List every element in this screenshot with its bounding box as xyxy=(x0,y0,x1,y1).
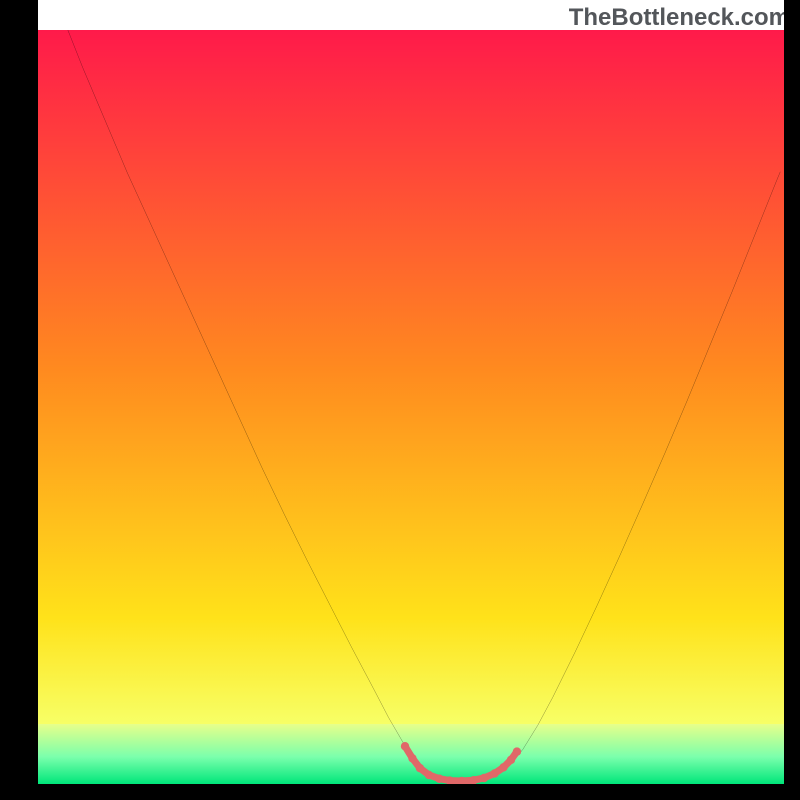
curve-svg xyxy=(38,30,784,784)
highlight-dot xyxy=(490,769,498,777)
highlight-dot xyxy=(507,756,515,764)
highlight-dot xyxy=(401,742,409,750)
main-curve-path xyxy=(68,30,780,781)
highlight-dot xyxy=(408,754,416,762)
bottleneck-chart: TheBottleneck.com xyxy=(0,0,800,800)
highlight-path xyxy=(405,746,517,781)
plot-area xyxy=(38,30,784,784)
highlight-dot xyxy=(513,747,521,755)
frame-border-right xyxy=(784,0,800,800)
frame-border-left xyxy=(0,0,38,800)
highlight-group xyxy=(401,742,521,784)
highlight-dot xyxy=(425,771,433,779)
highlight-dot xyxy=(499,763,507,771)
frame-border-bottom xyxy=(0,784,800,800)
attribution-text: TheBottleneck.com xyxy=(569,4,790,32)
highlight-dot xyxy=(416,764,424,772)
highlight-dot xyxy=(480,774,488,782)
highlight-dot xyxy=(435,774,443,782)
